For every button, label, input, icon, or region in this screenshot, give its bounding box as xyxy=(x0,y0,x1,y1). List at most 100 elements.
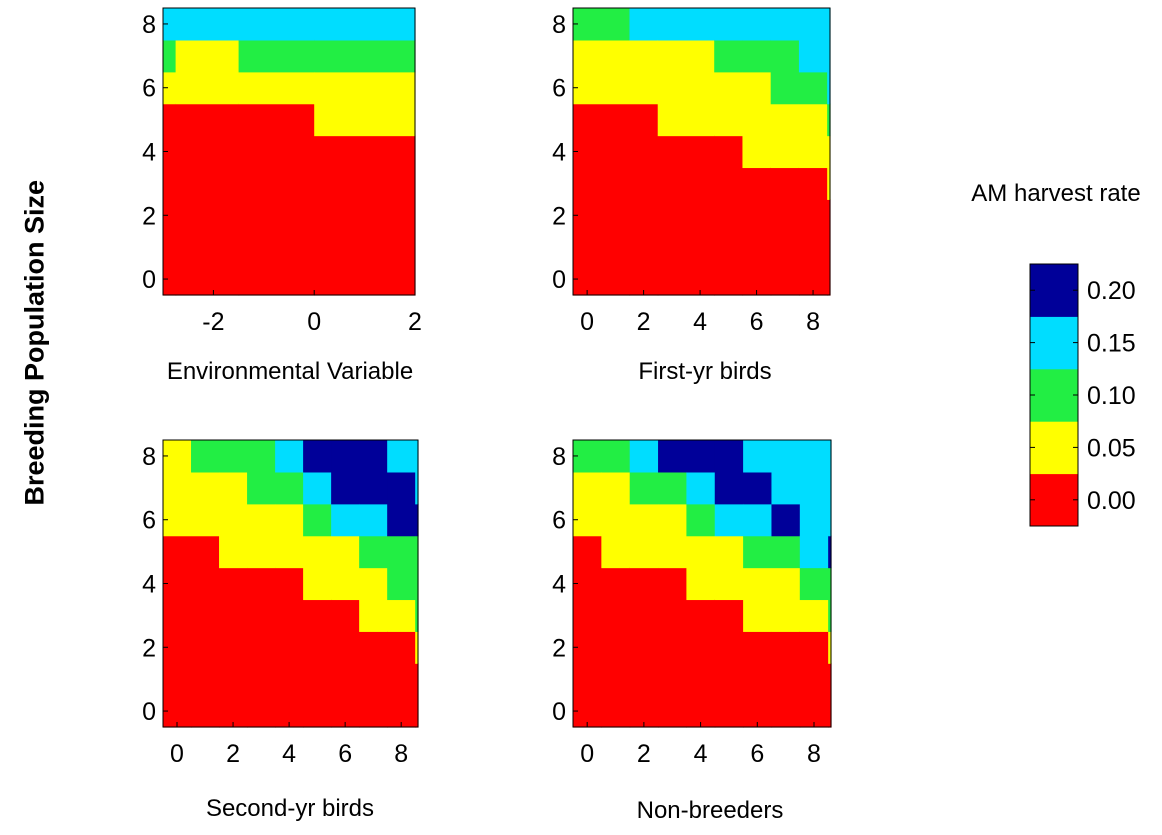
heatmap-cell-p2-c5-b0 xyxy=(770,167,800,296)
panel-4-x-label: Non-breeders xyxy=(636,797,784,824)
heatmap-cell-p4-c6-b0 xyxy=(743,631,773,728)
heatmap-cell-p2-c4-b0 xyxy=(742,167,772,296)
heatmap-cell-p3-c1-b1 xyxy=(191,471,220,537)
heatmap-cell-p3-c2-b2 xyxy=(219,440,248,473)
heatmap-cell-p3-c8-b4 xyxy=(387,440,416,473)
heatmap-cell-p1-c2-b1 xyxy=(238,71,315,105)
heatmap-cell-p3-c8-b1 xyxy=(387,599,416,632)
panel-1-x-label: Environmental Variable xyxy=(166,358,414,385)
heatmap-cell-p3-c4-b1 xyxy=(275,503,304,569)
heatmap-cell-p3-c7-b2 xyxy=(359,535,388,569)
x-tick-label-p4: 0 xyxy=(580,740,594,768)
heatmap-cell-p2-c3-b3 xyxy=(714,8,744,41)
heatmap-cell-p3-c1-b2 xyxy=(191,440,220,473)
colorbar-tick-label: 0.15 xyxy=(1087,330,1136,358)
heatmap-cell-p2-c4-b1 xyxy=(742,71,772,169)
x-tick-label-p2: 0 xyxy=(580,308,594,336)
heatmap-cell-p3-c8-b0 xyxy=(387,631,416,728)
y-tick-label-p2: 0 xyxy=(552,266,566,294)
heatmap-cell-p4-c6-b3 xyxy=(743,503,773,537)
heatmap-cell-p4-c6-b5 xyxy=(743,440,773,473)
heatmap-cell-p4-c3-b0 xyxy=(658,567,688,728)
heatmap-cell-p3-c6-b3 xyxy=(331,440,360,505)
heatmap-cell-p4-c1-b1 xyxy=(601,471,631,569)
y-tick-label-p2: 8 xyxy=(552,11,566,39)
y-tick-label-p3: 0 xyxy=(142,698,156,726)
heatmap-cell-p4-c1-b2 xyxy=(601,440,631,473)
y-tick-label-p4: 4 xyxy=(552,571,566,599)
heatmap-cell-p3-c6-b2 xyxy=(331,503,360,537)
heatmap-cell-p3-c3-b0 xyxy=(247,567,276,728)
heatmap-cell-p4-c2-b3 xyxy=(629,440,659,473)
heatmap-cell-p4-c7-b1 xyxy=(771,567,801,632)
heatmap-cell-p3-c4-b3 xyxy=(275,440,304,473)
x-tick-label-p2: 2 xyxy=(637,308,651,336)
heatmap-cell-p3-c7-b4 xyxy=(359,440,388,505)
heatmap-cell-p2-c6-b0 xyxy=(798,167,828,296)
heatmap-cell-p4-c2-b1 xyxy=(629,503,659,569)
y-tick-label-p4: 2 xyxy=(552,634,566,662)
heatmap-cell-p4-c4-b2 xyxy=(686,503,716,537)
heatmap-cell-p3-c3-b1 xyxy=(247,503,276,569)
heatmap-cell-p3-c9-b0 xyxy=(415,663,419,728)
heatmap-cell-p3-c2-b0 xyxy=(219,567,248,728)
heatmap-cell-p2-c0-b0 xyxy=(573,103,631,296)
heatmap-cell-p4-c8-b1 xyxy=(799,599,829,632)
x-tick-label-p1: -2 xyxy=(202,308,224,336)
y-tick-label-p3: 2 xyxy=(142,634,156,662)
colorbar-swatch-0.05 xyxy=(1030,421,1078,475)
heatmap-cell-p4-c2-b0 xyxy=(629,567,659,728)
y-tick-label-p1: 2 xyxy=(142,202,156,230)
colorbar-swatch-0.15 xyxy=(1030,316,1078,370)
heatmap-cell-p3-c6-b0 xyxy=(331,599,360,728)
y-tick-label-p1: 6 xyxy=(142,75,156,103)
heatmap-cell-p3-c5-b2 xyxy=(303,503,332,537)
heatmap-cell-p2-c6-b1 xyxy=(798,103,828,169)
colorbar-tick-label: 0.05 xyxy=(1087,434,1136,462)
heatmap-cell-p2-c1-b2 xyxy=(629,8,659,41)
heatmap-cell-p2-c3-b2 xyxy=(714,39,744,73)
x-tick-label-p2: 8 xyxy=(806,308,820,336)
heatmap-cell-p2-c6-b3 xyxy=(798,8,828,73)
x-tick-label-p3: 2 xyxy=(226,740,240,768)
shared-y-axis-label: Breeding Population Size xyxy=(19,179,50,506)
heatmap-cell-p1-c2-b2 xyxy=(238,39,315,73)
colorbar-swatch-0.10 xyxy=(1030,368,1078,422)
heatmap-cell-p4-c9-b0 xyxy=(828,663,832,728)
heatmap-cell-p2-c3-b0 xyxy=(714,135,744,296)
heatmap-cell-p1-c0-b0 xyxy=(163,103,177,296)
heatmap-cell-p2-c7-b0 xyxy=(827,199,831,296)
heatmap-cell-p3-c2-b1 xyxy=(219,471,248,569)
heatmap-cell-p1-c3-b2 xyxy=(314,39,416,73)
colorbar-tick-label: 0.00 xyxy=(1087,487,1136,515)
heatmap-cell-p3-c9-b2 xyxy=(415,535,419,632)
x-tick-label-p3: 8 xyxy=(394,740,408,768)
x-tick-label-p1: 0 xyxy=(307,308,321,336)
heatmap-cell-p3-c5-b3 xyxy=(303,471,332,505)
colorbar-title: AM harvest rate xyxy=(971,180,1141,207)
y-tick-label-p4: 0 xyxy=(552,698,566,726)
heatmap-cell-p4-c7-b0 xyxy=(771,631,801,728)
heatmap-cell-p1-c3-b0 xyxy=(314,135,416,296)
y-tick-label-p2: 2 xyxy=(552,202,566,230)
heatmap-cell-p4-c7-b4 xyxy=(771,440,801,505)
x-tick-label-p3: 4 xyxy=(282,740,296,768)
heatmap-cell-p4-c0-b1 xyxy=(573,471,602,537)
heatmap-cell-p1-c0-b1 xyxy=(163,71,177,105)
colorbar-swatch-0.00 xyxy=(1030,473,1078,527)
heatmap-cell-p3-c8-b3 xyxy=(387,471,416,537)
heatmap-cell-p3-c9-b3 xyxy=(415,503,419,537)
heatmap-cell-p3-c4-b2 xyxy=(275,471,304,505)
heatmap-cell-p4-c0-b0 xyxy=(573,535,602,728)
x-tick-label-p1: 2 xyxy=(408,308,422,336)
heatmap-cell-p2-c1-b1 xyxy=(629,39,659,105)
heatmap-cell-p4-c9-b2 xyxy=(828,567,832,632)
heatmap-cell-p3-c3-b2 xyxy=(247,471,276,505)
heatmap-cell-p3-c0-b1 xyxy=(163,440,192,537)
x-tick-label-p4: 4 xyxy=(694,740,708,768)
y-tick-label-p3: 6 xyxy=(142,507,156,535)
heatmap-cell-p4-c6-b4 xyxy=(743,471,773,505)
heatmap-cell-p4-c9-b3 xyxy=(828,535,832,569)
heatmap-cell-p1-c2-b3 xyxy=(238,8,315,41)
